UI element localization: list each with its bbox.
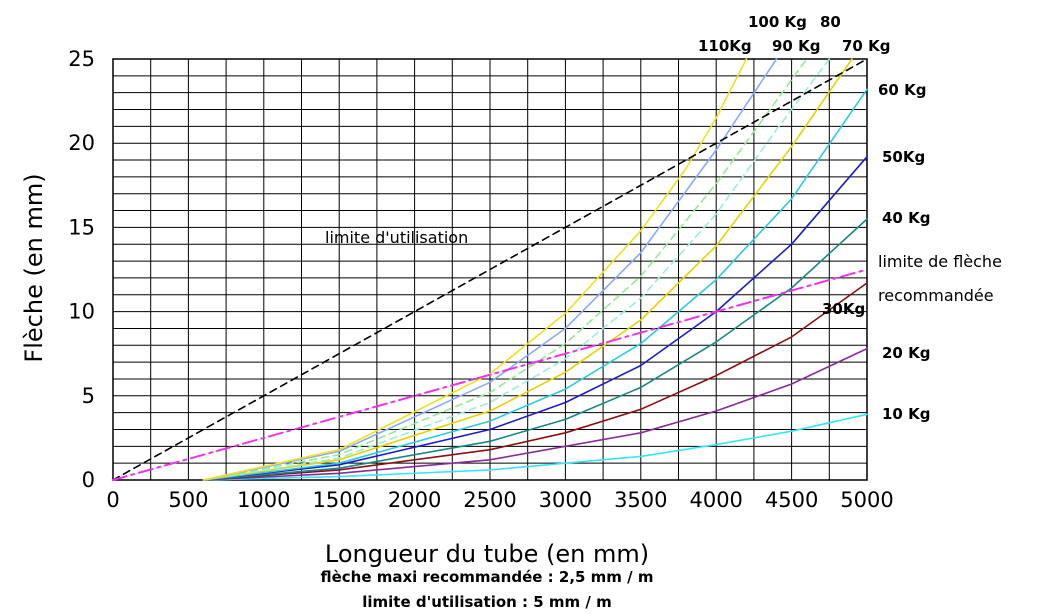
y-tick-labels: 0 5 10 15 20 25 [68, 47, 95, 492]
series-label-20kg: 20 Kg [882, 344, 930, 362]
series-label-90kg: 90 Kg [772, 37, 820, 55]
y-tick-label: 5 [82, 384, 95, 408]
x-tick-label: 4000 [689, 488, 742, 512]
series-line-110kg [202, 58, 748, 481]
series-line-10-kg [202, 413, 868, 481]
series-label-40kg: 40 Kg [882, 209, 930, 227]
series-line-50kg [202, 155, 868, 481]
y-tick-label: 10 [68, 300, 95, 324]
x-axis-title: Longueur du tube (en mm) [325, 540, 649, 568]
x-tick-label: 2500 [463, 488, 516, 512]
y-axis-title: Flèche (en mm) [20, 173, 48, 362]
footnote-line2: limite d'utilisation : 5 mm / m [362, 593, 612, 611]
series-line-70-kg [202, 58, 853, 481]
series-line-80 [202, 58, 831, 481]
series-label-50kg: 50Kg [882, 148, 925, 166]
x-tick-label: 1500 [312, 488, 365, 512]
series-label-80: 80 [820, 13, 841, 31]
series-label-100kg: 100 Kg [748, 13, 807, 31]
x-tick-label: 4500 [765, 488, 818, 512]
y-tick-label: 25 [68, 47, 95, 71]
annotation-limite-utilisation: limite d'utilisation [325, 228, 468, 247]
series-line-limite-de-fl-che-recommand-e [112, 268, 868, 481]
x-tick-label: 3500 [614, 488, 667, 512]
series-line-40-kg [202, 218, 868, 481]
x-tick-label: 0 [106, 488, 119, 512]
footnote-line1: flèche maxi recommandée : 2,5 mm / m [320, 568, 653, 586]
annotation-limite-fleche-line2: recommandée [878, 286, 994, 305]
x-tick-label: 3000 [539, 488, 592, 512]
series-label-60kg: 60 Kg [878, 81, 926, 99]
series-label-30kg: 30Kg [822, 300, 865, 318]
x-tick-label: 2000 [388, 488, 441, 512]
series-line-limite-d-utilisation [112, 58, 868, 481]
series-line-100-kg [202, 58, 778, 481]
series-label-70kg: 70 Kg [842, 37, 890, 55]
series-line-60-kg [202, 88, 868, 481]
x-tick-label: 5000 [840, 488, 893, 512]
x-tick-labels: 0 500 1000 1500 2000 2500 3000 3500 4000 4500 5000 [106, 488, 893, 512]
series-label-110kg: 110Kg [698, 37, 752, 55]
y-tick-label: 0 [82, 468, 95, 492]
series-line-90-kg [202, 58, 808, 481]
series-label-10kg: 10 Kg [882, 405, 930, 423]
x-tick-label: 1000 [237, 488, 290, 512]
y-tick-label: 15 [68, 215, 95, 239]
series-line-20-kg [202, 347, 868, 481]
series-line-30kg [202, 282, 868, 481]
x-tick-label: 500 [168, 488, 208, 512]
series-layer [112, 58, 868, 481]
annotation-limite-fleche-line1: limite de flèche [878, 252, 1002, 271]
y-tick-label: 20 [68, 131, 95, 155]
